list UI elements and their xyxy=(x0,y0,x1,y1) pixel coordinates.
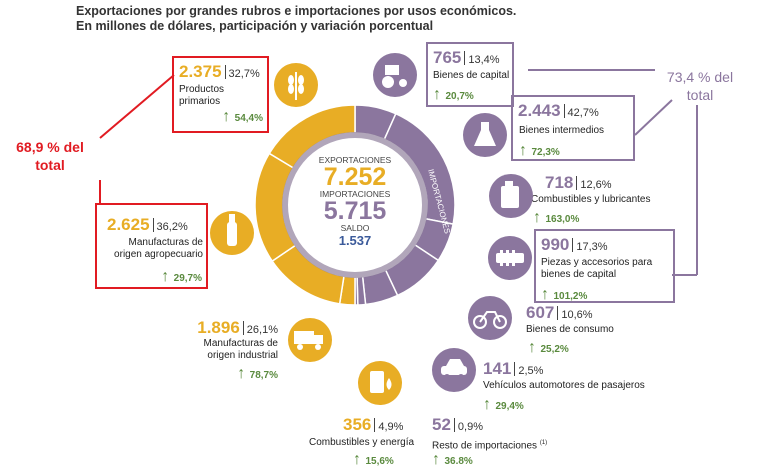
center-imp-value: 5.715 xyxy=(323,197,387,225)
export-item-combustibles: 356 4,9% Combustibles y energía ↑ 15,6% xyxy=(309,415,415,468)
center-summary: EXPORTACIONES 7.252 IMPORTACIONES 5.715 … xyxy=(305,155,405,248)
value: 2.443 xyxy=(518,101,561,120)
red-connector-top xyxy=(99,74,175,139)
center-exp-value: 7.252 xyxy=(323,163,387,191)
inner-disc xyxy=(289,139,421,271)
share: 32,7% xyxy=(228,68,260,80)
chart-title: Exportaciones por grandes rubros e impor… xyxy=(76,4,516,34)
label: Manufacturas de origen agropecuario xyxy=(114,237,203,260)
center-saldo-value: 1.537 xyxy=(338,233,372,248)
share: 36,2% xyxy=(156,221,188,233)
share: 17,3% xyxy=(576,241,608,253)
share: 4,9% xyxy=(378,421,404,433)
import-item-capital: 765 13,4% Bienes de capital ↑ 20,7% xyxy=(426,42,514,107)
label: Combustibles y lubricantes xyxy=(531,194,651,205)
inner-ring xyxy=(282,132,428,278)
import-item-piezas: 990 17,3% Piezas y accesorios para bienes… xyxy=(534,229,675,303)
change: 15,6% xyxy=(365,456,394,467)
label: Bienes de consumo xyxy=(526,324,614,335)
change: 54,4% xyxy=(234,113,263,124)
center-exp-label: EXPORTACIONES xyxy=(318,155,392,165)
change: 72,3% xyxy=(531,147,560,158)
share: 0,9% xyxy=(457,421,483,433)
change: 29,7% xyxy=(173,273,202,284)
change: 29,4% xyxy=(495,401,524,412)
label: Combustibles y energía xyxy=(309,437,415,448)
label: Bienes de capital xyxy=(433,70,510,81)
label: Manufacturas de origen industrial xyxy=(203,338,279,361)
change: 36.8% xyxy=(444,456,473,467)
title-line-1: Exportaciones por grandes rubros e impor… xyxy=(76,4,517,18)
title-line-2: En millones de dólares, participación y … xyxy=(76,19,434,33)
change: 20,7% xyxy=(445,91,474,102)
value: 52 xyxy=(432,415,451,434)
value: 718 xyxy=(545,173,574,192)
label-row: Resto de importaciones (1) xyxy=(432,437,547,452)
import-item-resto: 52 0,9% Resto de importaciones (1) ↑ 36.8… xyxy=(432,415,548,468)
change: 25,2% xyxy=(540,344,569,355)
import-item-intermedios: 2.443 42,7% Bienes intermedios ↑ 72,3% xyxy=(511,95,635,161)
value: 2.625 xyxy=(107,215,150,234)
change: 78,7% xyxy=(249,370,278,381)
export-item-moi: 1.896 26,1% Manufacturas de origen indust… xyxy=(168,318,279,382)
export-item-primarios: 2.375 32,7% Productos primarios ↑ 54,4% xyxy=(172,56,269,133)
value: 765 xyxy=(433,48,462,67)
value: 1.896 xyxy=(197,318,240,337)
label: Resto de importaciones xyxy=(432,440,538,452)
import-item-vehiculos: 141 2,5% Vehículos automotores de pasajer… xyxy=(483,359,645,413)
share: 13,4% xyxy=(468,54,500,66)
value: 141 xyxy=(483,359,512,378)
footnote: (1) xyxy=(539,440,548,446)
change: 163,0% xyxy=(545,214,580,225)
value: 2.375 xyxy=(179,62,222,81)
label: Vehículos automotores de pasajeros xyxy=(483,380,645,391)
share: 26,1% xyxy=(246,324,278,336)
center-imp-label: IMPORTACIONES xyxy=(319,189,391,199)
change: 101,2% xyxy=(553,291,588,302)
exports-note-line-2: total xyxy=(35,157,65,173)
import-item-combustibles: 718 12,6% Combustibles y lubricantes ↑ 16… xyxy=(531,173,651,226)
exports-share-note: 68,9 % del total xyxy=(2,138,98,174)
imports-share-note: 73,4 % del total xyxy=(655,68,745,104)
export-item-moa: 2.625 36,2% Manufacturas de origen agrope… xyxy=(95,203,208,289)
imports-note-line-1: 73,4 % del xyxy=(666,69,734,85)
value: 990 xyxy=(541,235,570,254)
exports-note-line-1: 68,9 % del xyxy=(16,139,84,155)
share: 2,5% xyxy=(518,365,544,377)
share: 12,6% xyxy=(580,179,612,191)
purple-connector-mid xyxy=(634,99,673,136)
value: 356 xyxy=(343,415,372,434)
label: Bienes intermedios xyxy=(519,125,605,136)
imports-note-line-2: total xyxy=(686,87,714,103)
import-item-consumo: 607 10,6% Bienes de consumo ↑ 25,2% xyxy=(526,303,614,356)
label: Productos primarios xyxy=(179,84,225,107)
center-saldo-label: SALDO xyxy=(340,223,370,233)
label: Piezas y accesorios para bienes de capit… xyxy=(541,257,653,280)
value: 607 xyxy=(526,303,555,322)
share: 10,6% xyxy=(561,309,593,321)
share: 42,7% xyxy=(567,107,599,119)
